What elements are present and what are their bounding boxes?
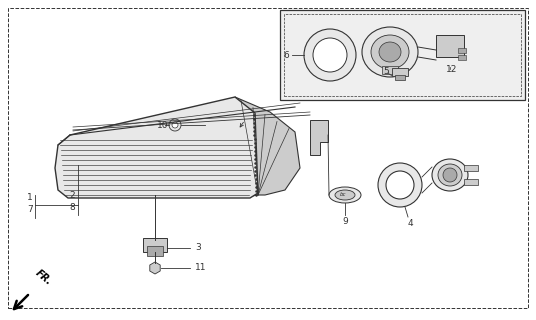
- Bar: [143, 238, 167, 252]
- Ellipse shape: [438, 164, 462, 186]
- Ellipse shape: [329, 187, 361, 203]
- Bar: [395, 75, 405, 80]
- Bar: [458, 55, 466, 60]
- Text: 2: 2: [69, 191, 75, 201]
- Polygon shape: [55, 97, 258, 198]
- Text: 10: 10: [157, 121, 169, 130]
- Text: 12: 12: [446, 66, 458, 75]
- Circle shape: [378, 163, 422, 207]
- Polygon shape: [235, 97, 300, 197]
- Text: 7: 7: [27, 205, 33, 214]
- Ellipse shape: [362, 27, 418, 77]
- Circle shape: [386, 171, 414, 199]
- Ellipse shape: [335, 190, 355, 200]
- Polygon shape: [310, 120, 328, 155]
- Text: 5: 5: [383, 68, 389, 76]
- Bar: [464, 165, 478, 171]
- Text: FR.: FR.: [34, 268, 54, 287]
- Ellipse shape: [371, 35, 409, 69]
- Circle shape: [304, 29, 356, 81]
- Bar: [382, 66, 398, 74]
- Bar: [284, 14, 521, 96]
- Ellipse shape: [379, 42, 401, 62]
- Ellipse shape: [432, 159, 468, 191]
- Circle shape: [313, 38, 347, 72]
- Text: 11: 11: [195, 263, 206, 273]
- Bar: [392, 68, 408, 76]
- Text: 3: 3: [195, 244, 201, 252]
- Bar: [458, 48, 466, 53]
- Text: bc: bc: [340, 193, 346, 197]
- Circle shape: [169, 119, 181, 131]
- Bar: [147, 246, 163, 256]
- Bar: [436, 35, 464, 57]
- Text: 6: 6: [283, 51, 289, 60]
- Circle shape: [172, 122, 178, 128]
- Text: 9: 9: [342, 217, 348, 226]
- Text: 1: 1: [27, 193, 33, 202]
- Text: 8: 8: [69, 204, 75, 212]
- Bar: [280, 10, 525, 100]
- Bar: [464, 179, 478, 185]
- Ellipse shape: [443, 168, 457, 182]
- Text: 4: 4: [407, 219, 413, 228]
